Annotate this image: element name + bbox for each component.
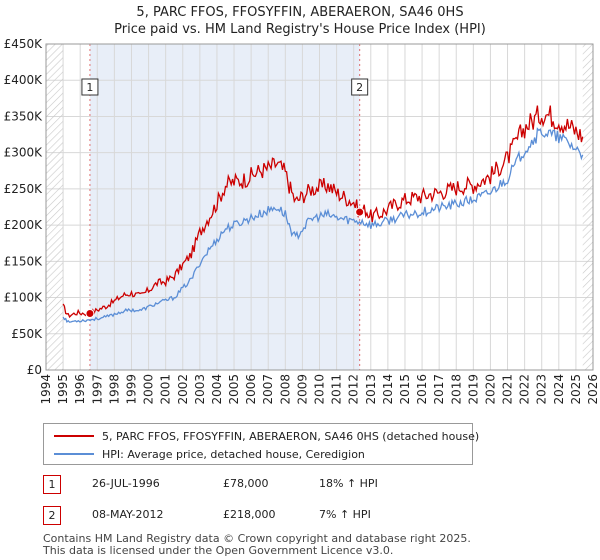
x-tick-label: 2015 [398,374,412,405]
sale-number-badge: 1 [43,475,61,494]
x-tick-label: 2017 [432,374,446,405]
y-tick-label: £250K [4,182,44,196]
y-tick-label: £150K [4,254,44,268]
x-tick-label: 1995 [56,374,70,405]
sale-hpi-change: 7% ↑ HPI [319,508,371,521]
sale-marker-label: 1 [86,81,93,94]
x-tick-label: 2021 [501,374,515,405]
x-tick-label: 2014 [381,374,395,405]
series-line-property [62,105,584,319]
x-tick-label: 1998 [107,374,121,405]
y-tick-label: £200K [4,218,44,232]
sale-hpi-change: 18% ↑ HPI [319,477,378,490]
x-tick-label: 2007 [261,374,275,405]
x-tick-label: 2001 [159,374,173,405]
sale-date: 08-MAY-2012 [92,508,164,521]
x-tick-label: 2006 [244,374,258,405]
sale-point [85,308,95,318]
sale-price: £218,000 [223,508,276,521]
sale-point [355,207,365,217]
x-tick-label: 2016 [415,374,429,405]
x-tick-label: 2005 [227,374,241,405]
sale-price: £78,000 [223,477,269,490]
x-tick-label: 2008 [278,374,292,405]
sale-marker-label: 2 [356,81,363,94]
y-tick-label: £100K [4,291,44,305]
x-tick-label: 2003 [193,374,207,405]
hatch-region-start [46,44,64,370]
x-tick-label: 2000 [142,374,156,405]
y-tick-label: £300K [4,146,44,160]
x-tick-label: 2020 [483,374,497,405]
x-tick-label: 1996 [73,374,87,405]
legend-swatch-hpi [54,453,94,455]
legend-item-property: 5, PARC FFOS, FFOSYFFIN, ABERAERON, SA46… [54,427,479,445]
chart-subtitle: Price paid vs. HM Land Registry's House … [114,22,486,37]
chart-title: 5, PARC FFOS, FFOSYFFIN, ABERAERON, SA46… [136,5,463,20]
shaded-period [89,44,360,370]
x-tick-label: 1994 [39,374,53,405]
x-tick-label: 1997 [90,374,104,405]
x-tick-label: 2025 [569,374,583,405]
y-tick-label: £350K [4,109,44,123]
legend-label-property: 5, PARC FFOS, FFOSYFFIN, ABERAERON, SA46… [102,429,480,443]
x-tick-label: 1999 [124,374,138,405]
y-tick-label: £450K [4,37,44,51]
x-tick-label: 2012 [347,374,361,405]
chart: 5, PARC FFOS, FFOSYFFIN, ABERAERON, SA46… [4,5,600,405]
x-tick-label: 2024 [552,374,566,405]
x-tick-label: 2002 [176,374,190,405]
hatch-region-end [582,44,593,370]
sale-marker-box [81,78,99,96]
x-tick-label: 2009 [295,374,309,405]
legend: 5, PARC FFOS, FFOSYFFIN, ABERAERON, SA46… [43,423,479,465]
sale-date: 26-JUL-1996 [92,477,160,490]
x-tick-label: 2004 [210,374,224,405]
y-tick-label: £400K [4,73,44,87]
x-tick-label: 2022 [518,374,532,405]
x-tick-label: 2023 [535,374,549,405]
x-tick-label: 2011 [330,374,344,405]
x-tick-label: 2026 [586,374,600,405]
legend-swatch-property [54,435,94,437]
x-tick-label: 2010 [313,374,327,405]
plot-border [45,43,594,371]
footer-copyright: Contains HM Land Registry data © Crown c… [43,532,471,545]
y-tick-label: £0 [27,363,42,377]
footer-licence: This data is licensed under the Open Gov… [43,544,394,557]
y-tick-label: £50K [11,327,43,341]
x-tick-label: 2019 [466,374,480,405]
sale-number-badge: 2 [43,506,61,525]
series-line-hpi [62,127,584,323]
legend-label-hpi: HPI: Average price, detached house, Cere… [102,447,365,461]
legend-item-hpi: HPI: Average price, detached house, Cere… [54,445,365,463]
sale-marker-box [351,78,369,96]
x-tick-label: 2018 [449,374,463,405]
x-tick-label: 2013 [364,374,378,405]
